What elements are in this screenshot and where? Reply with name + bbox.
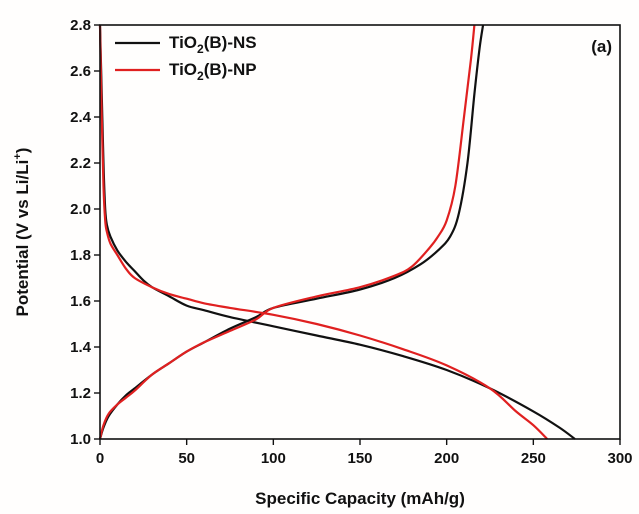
x-tick-label: 100 (261, 450, 286, 467)
y-tick-label: 2.6 (70, 63, 91, 80)
ticks-layer: 0 50 100 150 200 250 300 1.0 1.2 1.4 1.6 1.8 2.0 2.2 2… (70, 17, 632, 467)
y-tick-label: 1.4 (70, 339, 92, 356)
x-tick-label: 150 (347, 450, 372, 467)
legend-label-np-prefix: TiO (169, 60, 197, 79)
x-tick-label: 200 (434, 450, 459, 467)
legend-label-ns: TiO2(B)-NS (169, 33, 257, 56)
series-np-charge-line (98, 24, 476, 440)
y-tick-label: 2.8 (70, 17, 91, 34)
y-tick-label: 1.0 (70, 431, 91, 448)
y-axis-title-prefix: Potential (V vs Li/Li (13, 160, 32, 317)
y-axis-title-suffix: ) (13, 148, 32, 154)
legend-label-ns-suffix: (B)-NS (204, 33, 257, 52)
x-axis-title: Specific Capacity (mAh/g) (255, 489, 465, 508)
series-np-discharge-line (98, 24, 548, 440)
y-tick-label: 2.0 (70, 201, 91, 218)
legend-label-np: TiO2(B)-NP (169, 60, 257, 83)
x-tick-label: 300 (607, 450, 632, 467)
y-tick-label: 2.2 (70, 155, 91, 172)
legend-label-ns-prefix: TiO (169, 33, 197, 52)
x-tick-label: 50 (178, 450, 195, 467)
curves-layer (98, 24, 576, 440)
legend-label-np-suffix: (B)-NP (204, 60, 257, 79)
y-tick-label: 2.4 (70, 109, 92, 126)
y-tick-label: 1.2 (70, 385, 91, 402)
y-axis-title-sup: + (12, 153, 24, 159)
y-axis-title: Potential (V vs Li/Li+) (12, 148, 32, 317)
legend: TiO2(B)-NS TiO2(B)-NP (115, 33, 257, 83)
y-tick-label: 1.6 (70, 293, 91, 310)
x-tick-label: 0 (96, 450, 104, 467)
x-tick-label: 250 (521, 450, 546, 467)
panel-label: (a) (591, 37, 612, 56)
legend-label-np-sub: 2 (197, 69, 204, 83)
legend-label-ns-sub: 2 (197, 42, 204, 56)
y-tick-label: 1.8 (70, 247, 91, 264)
